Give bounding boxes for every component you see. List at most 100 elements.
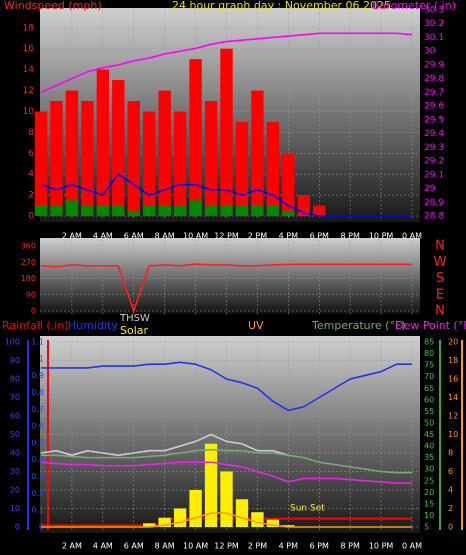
y-tick-label: 14 [23,65,35,75]
legend-label: Solar [120,324,149,337]
y-tick-label: 29 [424,184,436,194]
bar [251,512,264,527]
legend-label: Dew Point (°F) [395,319,466,332]
y-tick-label: 30.1 [424,33,444,43]
y-tick-label: 45 [424,430,434,439]
y-tick-label: 75 [424,361,434,370]
series-line [40,461,412,484]
x-tick-label: 2 AM [62,542,82,551]
bar [34,111,48,216]
bar [313,205,326,216]
bar [235,205,249,216]
y-tick-label: 85 [424,338,434,347]
y-tick-label: 40 [10,449,20,458]
y-tick-label: 28.8 [424,212,444,222]
x-tick-label: 8 PM [340,232,359,241]
x-tick-label: 12 PM [214,232,239,241]
x-tick-label: 10 PM [369,542,394,551]
x-tick-label: 6 PM [310,232,329,241]
y-tick-label: 10 [23,107,35,117]
y-tick-label: 12 [448,412,458,421]
bar [112,80,125,216]
bar [143,523,156,527]
bar [143,111,156,216]
bar [204,100,218,216]
series-line [40,173,412,217]
bar [235,121,249,216]
y-tick-label: 30 [424,465,434,474]
series-line [40,263,412,312]
bar [251,90,264,216]
bar [282,210,295,216]
y-tick-label: N [435,239,445,254]
y-tick-label: 30.2 [424,19,444,29]
axis-title: Barometer (.in) [372,0,456,12]
y-tick-label: 16 [448,375,458,384]
y-tick-label: 60 [424,395,434,404]
legend-label: Temperature (°F) [311,319,406,332]
series-line [41,448,412,474]
y-tick-label: 29.1 [424,170,444,180]
y-tick-label: 1 [39,354,44,363]
bar [189,200,202,216]
x-tick-label: 4 PM [279,542,298,551]
bar [266,519,280,527]
y-tick-label: 80 [10,375,20,384]
bar [235,499,249,527]
y-tick-label: 29.7 [424,88,444,98]
x-tick-label: 2 PM [248,542,267,551]
y-tick-label: 80 [424,349,434,358]
y-tick-label: 2 [448,504,453,513]
y-tick-label: 29.3 [424,143,444,153]
bar [189,490,202,527]
series-line [41,517,412,527]
y-tick-label: 4 [28,170,34,180]
bar [112,205,125,216]
y-tick-label: 0.2 [31,489,44,498]
y-tick-label: 90 [26,290,36,299]
bar [204,205,218,216]
bar [127,100,140,216]
legend-label: UV [248,319,264,332]
x-tick-label: 4 AM [93,232,113,241]
y-tick-label: 29.6 [424,102,444,112]
y-tick-label: 0.9 [31,371,44,380]
y-tick-label: 15 [424,499,434,508]
bar [65,200,79,216]
y-tick-label: E [436,287,444,302]
y-tick-label: 100 [5,338,20,347]
y-tick-label: 8 [28,128,34,138]
x-tick-label: 8 PM [340,542,359,551]
y-tick-label: S [436,271,444,286]
plot-background [40,238,420,314]
y-tick-label: 28.9 [424,198,444,208]
y-tick-label: 50 [424,418,434,427]
y-tick-label: 12 [23,86,34,96]
y-tick-label: W [434,255,447,270]
bar [127,210,140,216]
bar [81,100,94,216]
y-tick-label: 0 [31,307,36,316]
y-tick-label: 1.1 [31,338,44,347]
bar [220,48,233,216]
y-tick-label: 40 [424,442,434,451]
bar [173,508,187,527]
legend-label: THSW [119,313,150,324]
bar [50,205,63,216]
y-tick-label: 5 [424,523,429,532]
y-tick-label: 16 [23,44,35,54]
x-tick-label: 2 PM [248,232,267,241]
x-tick-label: 8 AM [155,542,175,551]
bar [173,111,187,216]
y-tick-label: 30 [424,47,436,57]
bar [251,205,264,216]
bar [220,471,233,527]
series-line [41,512,412,528]
bar [143,205,156,216]
y-tick-label: 30 [10,467,20,476]
x-tick-label: 4 PM [279,232,298,241]
y-tick-label: 29.4 [424,129,444,139]
legend-label: Humidity [68,319,118,332]
y-tick-label: 0.6 [31,422,44,431]
y-tick-label: 60 [10,412,20,421]
